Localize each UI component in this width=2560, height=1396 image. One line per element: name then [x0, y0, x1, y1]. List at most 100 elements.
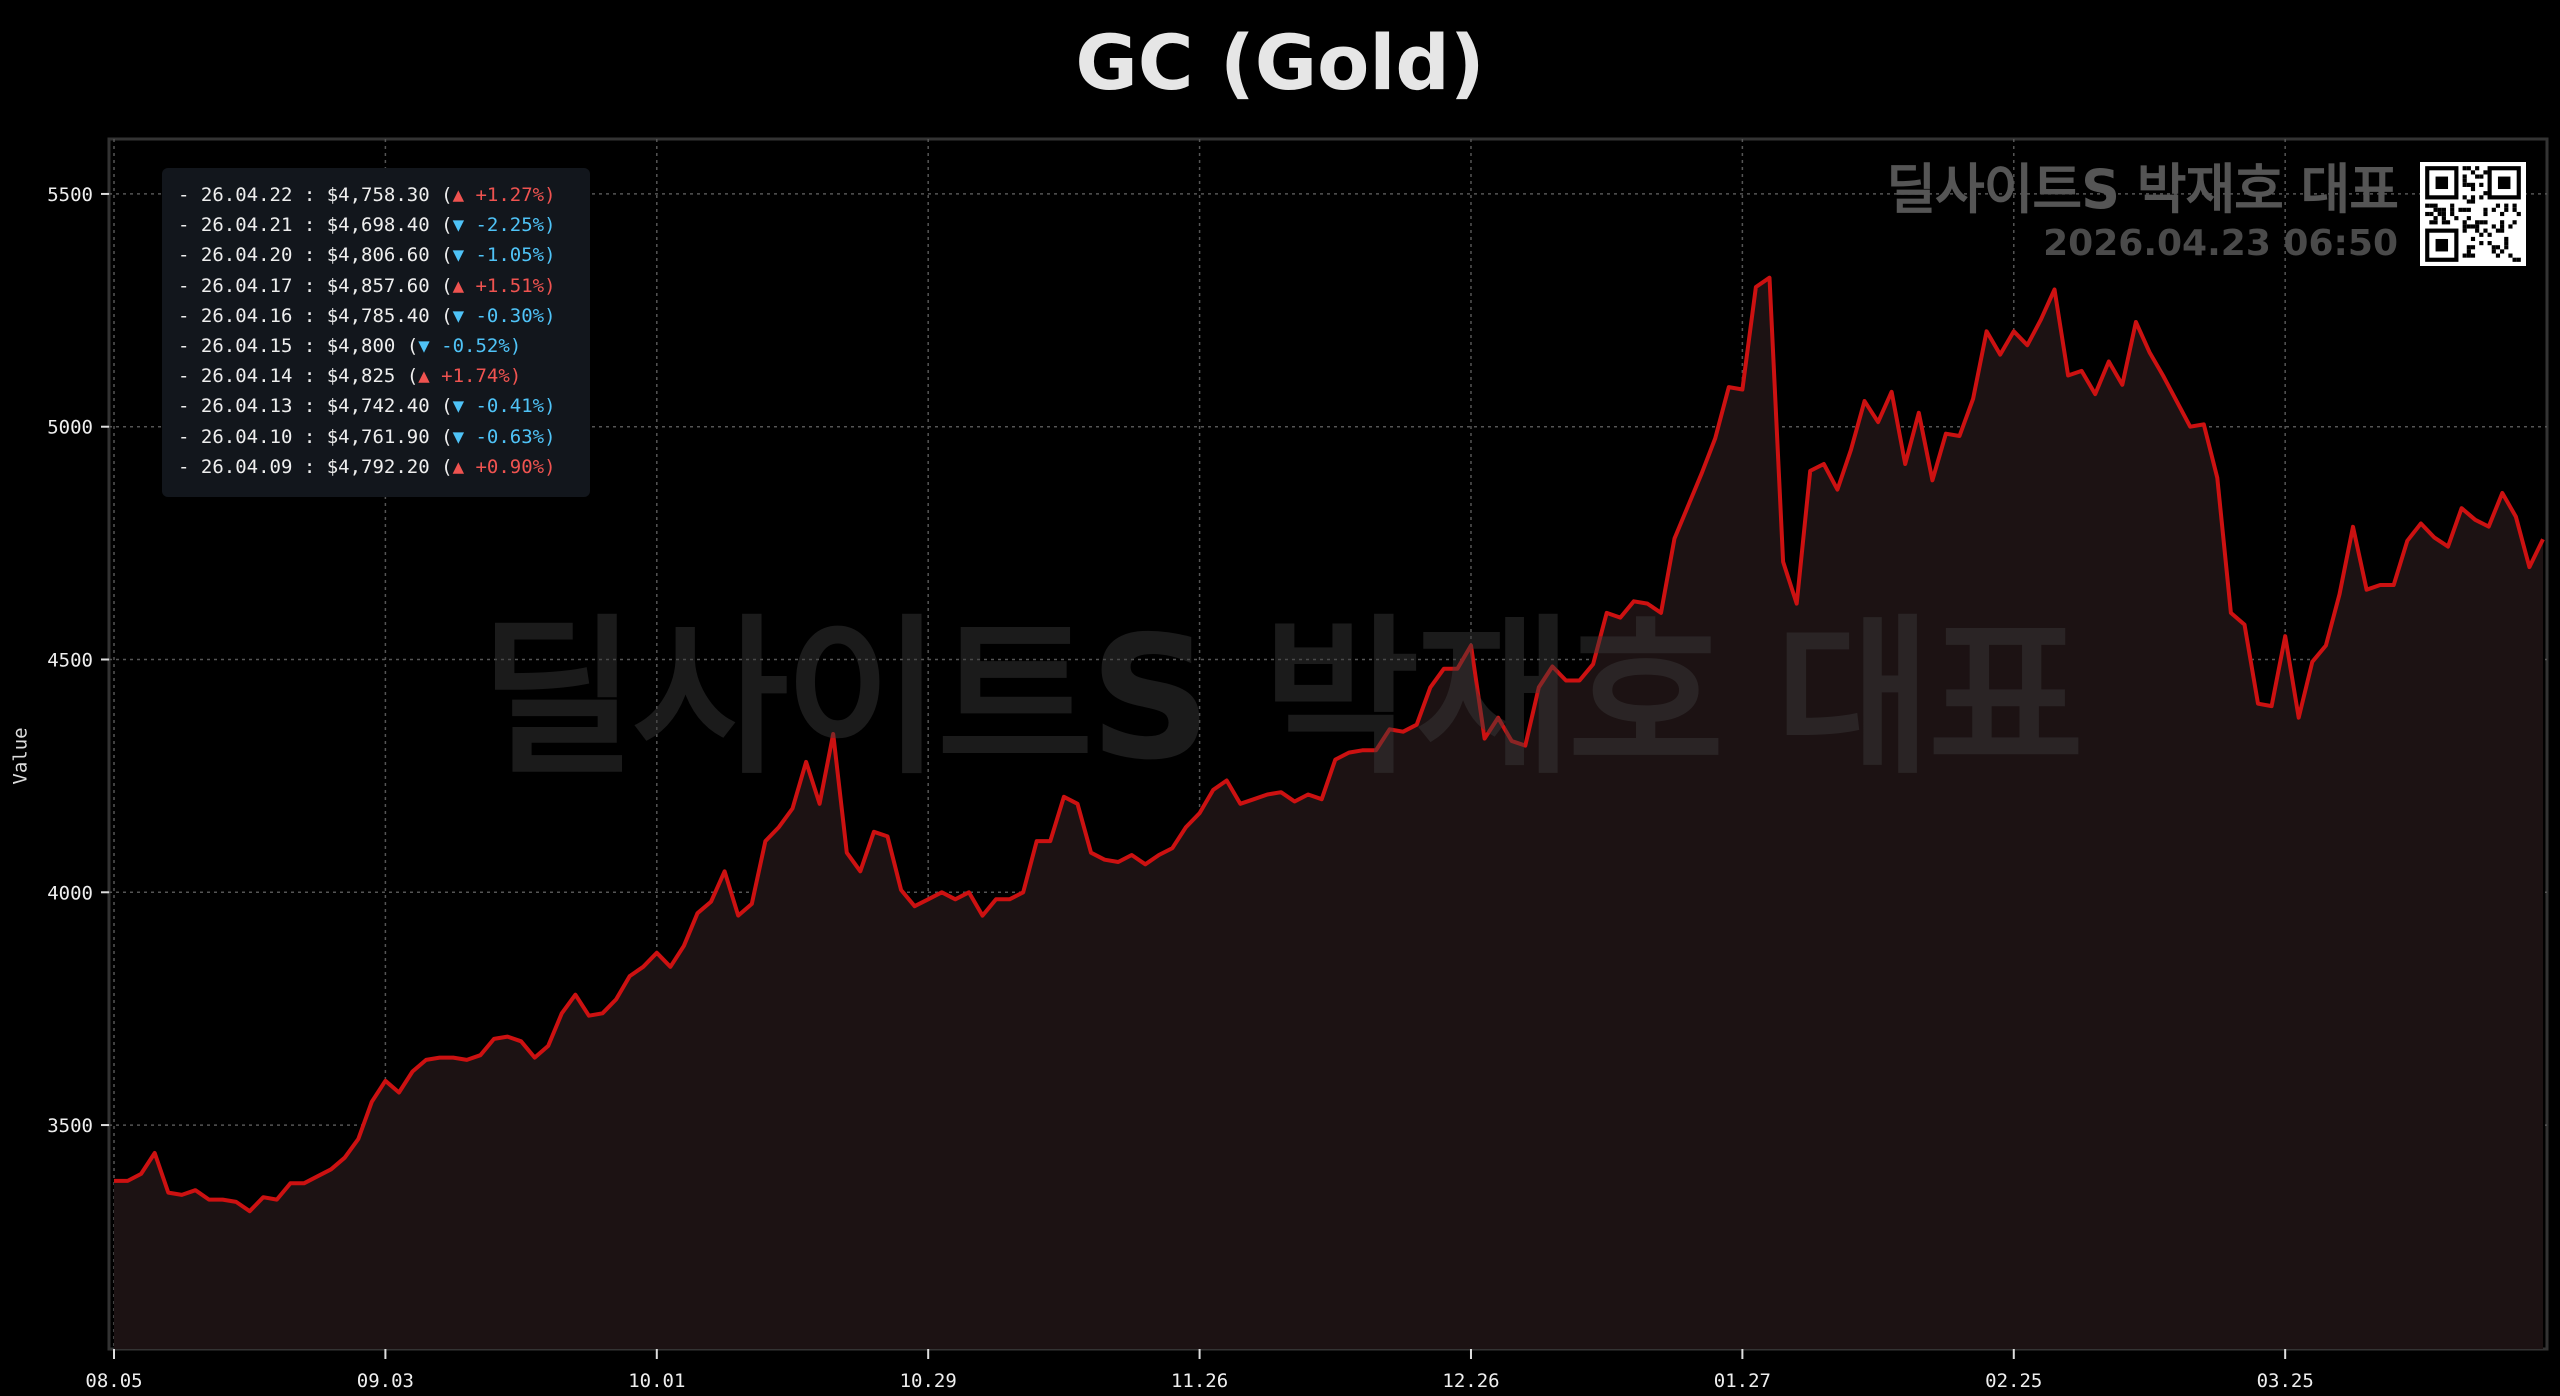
qr-module [2504, 245, 2509, 250]
legend-arrow: ▼ [452, 304, 465, 327]
qr-module [2433, 220, 2438, 225]
legend-paren: ( [429, 455, 453, 478]
legend-dash: - [178, 214, 201, 237]
qr-module [2470, 182, 2476, 187]
watermark-top: 딜사이트S 박재호 대표 2026.04.23 06:50 [1886, 158, 2399, 266]
legend-dash: - [178, 395, 201, 418]
qr-module [2475, 166, 2480, 171]
qr-module [2466, 253, 2471, 258]
qr-module [2466, 216, 2471, 221]
qr-module [2483, 207, 2488, 212]
legend-date: 26.04.22 [200, 184, 293, 206]
legend-row: - 26.04.22 : $4,758.30 (▲ +1.27%) [178, 180, 590, 210]
x-tick-label: 12.26 [1442, 1370, 1499, 1392]
qr-module [2475, 220, 2480, 225]
legend-paren: ( [429, 395, 453, 418]
legend-price: $4,761.90 [326, 425, 430, 448]
legend-paren: ) [544, 425, 556, 448]
qr-module [2483, 220, 2488, 225]
legend-paren: ( [429, 244, 453, 267]
recent-prices-legend: - 26.04.22 : $4,758.30 (▲ +1.27%) - 26.04… [162, 168, 590, 497]
qr-module [2479, 241, 2484, 246]
legend-change: -2.25% [475, 214, 545, 237]
y-tick-label: 5500 [47, 184, 93, 206]
qr-module [2466, 224, 2471, 229]
legend-paren: ) [544, 184, 556, 206]
qr-module [2441, 211, 2446, 217]
qr-module [2462, 195, 2467, 200]
qr-module [2470, 195, 2476, 200]
area-fill [114, 277, 2543, 1350]
qr-module [2500, 220, 2505, 225]
qr-finder [2487, 166, 2521, 200]
qr-finder-center [2435, 176, 2449, 190]
qr-module [2495, 228, 2501, 233]
legend-date: 26.04.13 [200, 395, 293, 418]
qr-module [2437, 211, 2442, 217]
legend-paren: ( [429, 214, 453, 237]
legend-paren: ( [395, 365, 419, 388]
y-tick-label: 5000 [47, 417, 93, 439]
legend-price: $4,758.30 [326, 184, 430, 206]
legend-row: - 26.04.21 : $4,698.40 (▼ -2.25%) [178, 210, 590, 240]
qr-module [2504, 203, 2509, 208]
legend-price: $4,825 [326, 365, 396, 388]
legend-sep: : [292, 214, 327, 237]
legend-paren: ( [429, 425, 453, 448]
x-tick-label: 10.29 [900, 1370, 957, 1392]
legend-date: 26.04.09 [200, 455, 293, 478]
y-tick-label: 4000 [47, 882, 93, 904]
qr-module [2466, 199, 2471, 204]
qr-module [2433, 216, 2438, 221]
chart-title: GC (Gold) [1075, 18, 1485, 107]
legend-date: 26.04.17 [200, 274, 293, 297]
legend-arrow: ▲ [452, 455, 465, 478]
qr-module [2425, 203, 2430, 208]
legend-sep: : [292, 365, 327, 388]
legend-sep: : [292, 244, 327, 267]
qr-module [2479, 220, 2484, 225]
legend-space [464, 184, 475, 206]
legend-row: - 26.04.15 : $4,800 (▼ -0.52%) [178, 331, 590, 361]
qr-module [2441, 216, 2446, 221]
qr-module [2512, 220, 2517, 225]
qr-module [2466, 166, 2471, 171]
y-axis-label: Value [9, 727, 32, 785]
qr-module [2479, 232, 2484, 237]
x-tick-label: 01.27 [1714, 1370, 1771, 1392]
qr-module [2479, 182, 2484, 187]
legend-date: 26.04.20 [200, 244, 293, 267]
qr-module [2425, 211, 2430, 217]
x-axis: 08.05 09.03 10.01 10.29 11.26 12.26 01.27 02.25… [85, 1349, 2314, 1392]
legend-price: $4,806.60 [326, 244, 430, 267]
qr-module [2462, 166, 2467, 171]
qr-code-icon [2420, 162, 2526, 266]
qr-module [2500, 249, 2505, 254]
legend-dash: - [178, 274, 201, 297]
legend-sep: : [292, 304, 327, 327]
qr-module [2516, 211, 2521, 217]
qr-module [2462, 224, 2467, 229]
legend-dash: - [178, 334, 201, 357]
qr-module [2500, 224, 2505, 229]
qr-module [2470, 170, 2476, 175]
x-tick-label: 02.25 [1985, 1370, 2042, 1392]
legend-arrow: ▼ [418, 334, 430, 357]
qr-module [2450, 207, 2455, 212]
legend-arrow: ▼ [452, 214, 465, 237]
y-tick-label: 3500 [47, 1115, 93, 1137]
watermark-timestamp: 2026.04.23 06:50 [2043, 223, 2398, 264]
qr-finder [2425, 228, 2459, 262]
qr-module [2500, 228, 2505, 233]
legend-paren: ) [544, 214, 556, 237]
qr-module [2470, 245, 2476, 250]
legend-paren: ( [429, 184, 453, 206]
legend-change: +1.27% [475, 184, 545, 206]
legend-price: $4,785.40 [326, 304, 430, 327]
legend-change: -1.05% [475, 244, 545, 267]
legend-change: +0.90% [475, 455, 545, 478]
legend-paren: ) [544, 274, 556, 297]
legend-date: 26.04.15 [200, 334, 293, 357]
qr-module [2495, 253, 2501, 258]
qr-module [2433, 207, 2438, 212]
